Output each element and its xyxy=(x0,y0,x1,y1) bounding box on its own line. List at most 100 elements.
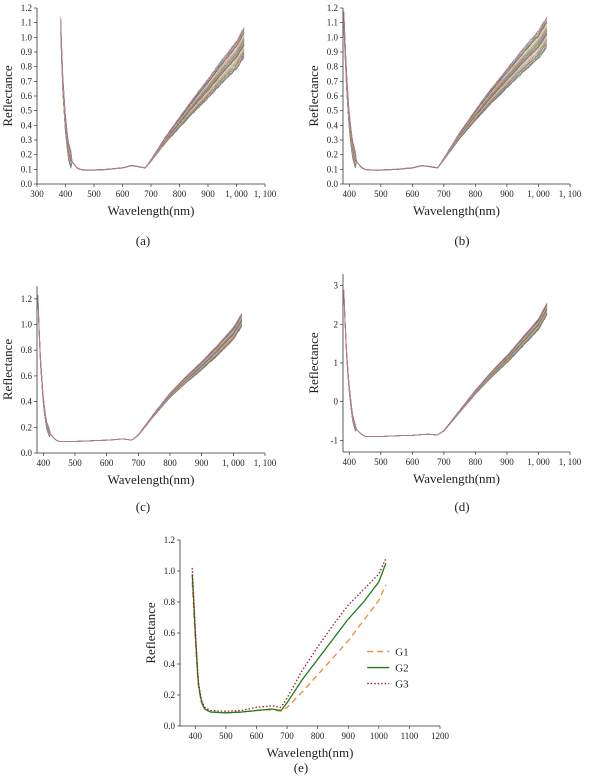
spectrum-line xyxy=(343,294,548,437)
x-tick-label: 700 xyxy=(437,457,451,467)
spectrum-line xyxy=(60,33,245,171)
spectrum-line xyxy=(343,23,548,171)
x-tick-label: 1, 000 xyxy=(225,189,248,199)
x-tick-label: 500 xyxy=(374,457,388,467)
y-tick-label: 0.3 xyxy=(21,135,33,145)
y-tick-label: 0 xyxy=(334,397,339,407)
spectrum-line xyxy=(60,17,245,171)
spectrum-line xyxy=(37,300,243,442)
spectrum-line xyxy=(343,21,548,171)
spectrum-line xyxy=(343,295,548,437)
spectrum-line xyxy=(60,32,245,171)
caption-b: (b) xyxy=(454,233,469,248)
spectrum-line xyxy=(37,298,243,442)
x-tick-label: 800 xyxy=(311,731,325,741)
y-axis-label: Reflectance xyxy=(0,339,15,401)
y-tick-label: 1.2 xyxy=(164,535,175,545)
y-tick-label: 0.0 xyxy=(164,721,176,731)
y-tick-label: 0.1 xyxy=(21,164,32,174)
spectrum-line xyxy=(60,22,245,171)
panel-e-chart: 400 500 600 700 800 900 1000 1100 1200 0.0 0.2 0.4 0… xyxy=(143,535,450,760)
plot-area xyxy=(343,289,548,437)
y-tick-label: 0.3 xyxy=(327,135,339,145)
spectrum-line xyxy=(60,33,245,171)
spectrum-line xyxy=(343,293,548,437)
spectrum-line xyxy=(37,302,243,442)
spectrum-line xyxy=(60,28,245,171)
spectrum-line xyxy=(343,19,548,171)
spectrum-line xyxy=(37,297,243,442)
spectrum-line xyxy=(37,299,243,442)
spectrum-line xyxy=(343,295,548,437)
y-tick-label: 0.6 xyxy=(21,371,33,381)
x-tick-label: 600 xyxy=(406,189,420,199)
x-tick-label: 300 xyxy=(30,189,44,199)
x-tick-label: 900 xyxy=(195,458,209,468)
x-tick-label: 500 xyxy=(219,731,233,741)
spectrum-line xyxy=(343,296,548,437)
y-tick-label: 0.9 xyxy=(21,47,33,57)
spectrum-line xyxy=(60,32,245,171)
x-tick-label: 400 xyxy=(59,189,73,199)
spectrum-line xyxy=(37,294,243,442)
spectrum-line xyxy=(343,15,548,171)
spectrum-line xyxy=(343,13,548,171)
spectrum-line xyxy=(37,296,243,442)
spectrum-line xyxy=(37,298,243,442)
panel-d-chart: 400 500 600 700 800 900 1, 000 1, 100 -1 0 1 2 3 Wave… xyxy=(306,274,582,486)
spectrum-line xyxy=(343,26,548,171)
spectrum-line xyxy=(343,295,548,437)
spectrum-line xyxy=(343,14,548,171)
y-tick-label: 0.4 xyxy=(21,120,33,130)
spectrum-line xyxy=(343,291,548,437)
spectrum-line xyxy=(60,22,245,171)
spectrum-line xyxy=(343,296,548,437)
spectrum-line xyxy=(60,18,245,171)
caption-c: (c) xyxy=(136,499,150,514)
y-tick-label: 2 xyxy=(334,319,339,329)
y-tick-label: 1.0 xyxy=(21,320,33,330)
spectrum-line xyxy=(60,24,245,171)
x-tick-label: 600 xyxy=(406,457,420,467)
x-tick-label: 800 xyxy=(469,189,483,199)
spectrum-line xyxy=(343,293,548,437)
spectrum-line xyxy=(60,27,245,171)
x-axis-label: Wavelength(nm) xyxy=(107,472,194,487)
x-tick-label: 900 xyxy=(341,731,355,741)
spectrum-line xyxy=(343,293,548,437)
spectrum-line xyxy=(343,292,548,437)
spectrum-line xyxy=(343,290,548,437)
spectrum-line xyxy=(343,296,548,437)
x-tick-label: 1, 000 xyxy=(527,189,550,199)
y-tick-label: 0.0 xyxy=(327,179,339,189)
spectrum-line xyxy=(343,291,548,437)
spectrum-line xyxy=(343,24,548,171)
x-tick-label: 900 xyxy=(201,189,215,199)
spectrum-line xyxy=(343,294,548,437)
spectrum-line xyxy=(37,299,243,442)
spectrum-line xyxy=(60,31,245,171)
spectrum-line xyxy=(343,27,548,171)
y-tick-label: 0.0 xyxy=(21,179,33,189)
y-axis-label: Reflectance xyxy=(0,65,15,127)
spectrum-line xyxy=(60,29,245,171)
spectrum-line xyxy=(37,300,243,442)
x-tick-label: 1, 000 xyxy=(527,457,550,467)
y-tick-label: 1.0 xyxy=(21,32,33,42)
x-tick-label: 700 xyxy=(132,458,146,468)
spectrum-line xyxy=(343,15,548,171)
x-tick-label: 600 xyxy=(100,458,114,468)
x-tick-label: 400 xyxy=(189,731,203,741)
y-tick-label: 0.8 xyxy=(21,62,33,72)
spectrum-line xyxy=(343,22,548,171)
caption-d: (d) xyxy=(454,499,469,514)
x-axis-label: Wavelength(nm) xyxy=(413,203,500,218)
y-tick-label: 1 xyxy=(334,358,339,368)
y-tick-label: 1.2 xyxy=(21,3,32,13)
x-tick-label: 700 xyxy=(280,731,294,741)
x-tick-label: 500 xyxy=(68,458,82,468)
x-tick-label: 1000 xyxy=(370,731,389,741)
x-tick-label: 1, 100 xyxy=(559,457,582,467)
y-tick-label: 0.4 xyxy=(327,120,339,130)
x-tick-label: 400 xyxy=(343,457,357,467)
